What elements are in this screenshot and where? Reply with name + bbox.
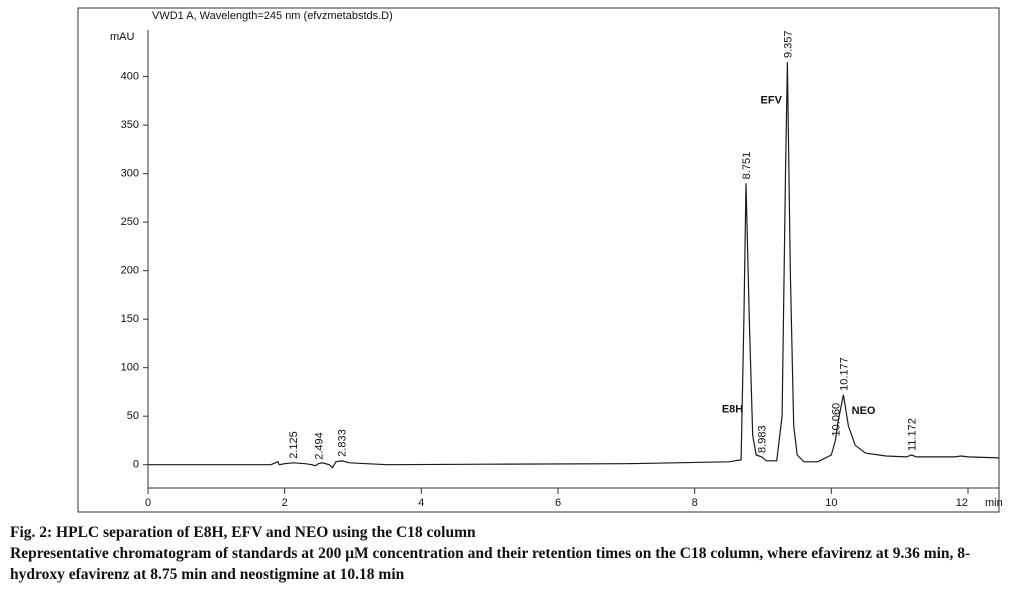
x-tick-label: 8 — [692, 497, 698, 509]
y-tick-label: 250 — [121, 216, 139, 228]
peak-label: 2.833 — [336, 429, 348, 457]
peak-label: 2.125 — [288, 431, 300, 459]
frame — [77, 7, 1000, 513]
compound-label: NEO — [852, 405, 876, 417]
peak-label: 10.060 — [830, 403, 842, 437]
caption-title: Fig. 2: HPLC separation of E8H, EFV and … — [10, 524, 476, 541]
y-tick-label: 50 — [127, 410, 139, 422]
y-tick-label: 400 — [121, 70, 139, 82]
y-tick-label: 300 — [121, 168, 139, 180]
y-tick-label: 100 — [121, 362, 139, 374]
x-tick-label: 2 — [282, 497, 288, 509]
caption-text: Representative chromatogram of standards… — [10, 545, 971, 583]
x-tick-label: 4 — [418, 497, 424, 509]
caption: Fig. 2: HPLC separation of E8H, EFV and … — [10, 522, 1015, 585]
peak-label: 8.751 — [741, 152, 753, 180]
compound-label: E8H — [722, 403, 743, 415]
x-tick-label: 10 — [825, 497, 837, 509]
x-tick-label: 0 — [145, 497, 151, 509]
peak-label: 11.172 — [906, 418, 918, 451]
x-tick-label: 6 — [555, 497, 561, 509]
trace — [148, 61, 999, 469]
y-axis-label: mAU — [110, 31, 135, 43]
chart: VWD1 A, Wavelength=245 nm (efvzmetabstds… — [77, 7, 1003, 513]
compound-label: EFV — [761, 95, 783, 107]
y-tick-label: 200 — [121, 265, 139, 277]
chart-title: VWD1 A, Wavelength=245 nm (efvzmetabstds… — [152, 10, 393, 22]
peak-label: 10.177 — [838, 357, 850, 391]
y-tick-label: 150 — [121, 313, 139, 325]
y-tick-label: 350 — [121, 119, 139, 131]
peak-label: 9.357 — [782, 30, 794, 58]
peak-label: 2.494 — [313, 432, 325, 460]
y-tick-label: 0 — [133, 459, 139, 471]
peak-label: 8.983 — [757, 425, 769, 453]
x-tick-label: 12 — [956, 497, 968, 509]
x-axis-label: min — [985, 497, 1003, 509]
